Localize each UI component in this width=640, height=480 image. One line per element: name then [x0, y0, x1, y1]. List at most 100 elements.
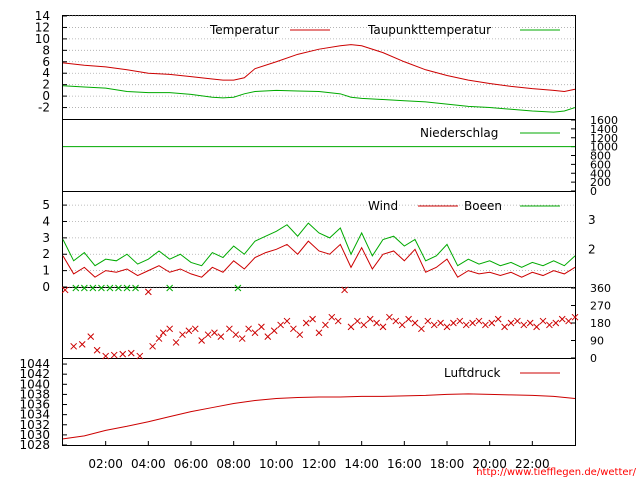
wind-direction-marker — [341, 286, 348, 294]
wind-direction-marker — [110, 351, 118, 359]
temperature-legend-label: Temperatur — [209, 23, 279, 37]
time-tick-label: 14:00 — [344, 457, 379, 471]
precipitation-ytick-label: 600 — [590, 158, 611, 171]
precipitation-ytick-label: 1200 — [590, 132, 618, 145]
wind-direction-marker — [462, 321, 470, 329]
wind-direction-marker — [443, 323, 451, 331]
wind-direction-ytick-label: 90 — [590, 335, 604, 348]
precipitation-panel-frame — [62, 119, 576, 192]
precipitation-ytick-label: 800 — [590, 150, 611, 163]
wind-direction-marker — [354, 317, 361, 325]
wind-direction-marker — [360, 321, 368, 329]
wind-right-tick-label: 3 — [588, 213, 596, 227]
wind-direction-marker — [507, 319, 515, 327]
temperature-line-taupunkttemperatur — [62, 85, 576, 113]
wind-ytick-label: 5 — [42, 198, 50, 212]
wind-direction-marker — [482, 321, 489, 329]
wind-direction-marker — [87, 333, 95, 340]
wind-legend-label: Boeen — [464, 199, 502, 213]
wind-direction-marker — [166, 325, 174, 333]
wind-direction-marker — [296, 331, 304, 339]
wind-legend-label: Wind — [368, 199, 398, 213]
wind-direction-marker — [552, 319, 560, 327]
wind-direction-marker — [251, 329, 259, 337]
wind-direction-marker — [558, 315, 566, 323]
wind-direction-marker — [533, 323, 540, 331]
wind-direction-marker — [98, 284, 105, 292]
wind-direction-marker — [514, 317, 521, 325]
wind-direction-marker — [89, 284, 97, 292]
legend-layer: Temperatur Taupunkttemperatur Niederschlag… — [209, 23, 560, 380]
wind-direction-marker — [179, 331, 186, 339]
pressure-panel-frame — [62, 358, 576, 446]
pressure-ytick-label: 1030 — [19, 428, 50, 442]
precipitation-legend-label: Niederschlag — [420, 126, 498, 140]
wind-direction-marker — [264, 333, 272, 340]
wind-ytick-label: 0 — [42, 280, 50, 294]
wind-direction-marker — [424, 317, 432, 325]
pressure-ytick-label: 1034 — [19, 408, 50, 422]
wind-direction-marker — [328, 313, 336, 321]
wind-direction-marker — [283, 317, 291, 325]
wind-direction-marker — [166, 284, 174, 292]
time-tick-label: 06:00 — [174, 457, 209, 471]
wind-direction-marker — [437, 319, 444, 327]
wind-direction-marker — [450, 319, 457, 327]
wind-direction-marker — [347, 323, 355, 331]
wind-direction-marker — [475, 317, 483, 325]
wind-direction-marker — [405, 315, 412, 323]
wind-direction-series-0 — [61, 286, 579, 360]
wind-line-wind — [62, 240, 576, 278]
wind-direction-ytick-label: 0 — [590, 352, 597, 365]
precipitation-ytick-label: 400 — [590, 167, 611, 180]
wind-right-tick-label: 2 — [588, 242, 596, 256]
wind-direction-marker — [232, 331, 240, 339]
wind-direction-marker — [106, 284, 114, 292]
wind-direction-marker — [72, 284, 80, 292]
pressure-ytick-label: 1042 — [19, 367, 50, 381]
temperature-ytick-label: 10 — [35, 32, 50, 46]
temperature-ytick-label: 0 — [42, 89, 50, 103]
pressure-ytick-label: 1044 — [19, 357, 50, 371]
wind-direction-marker — [501, 323, 508, 331]
wind-direction-marker — [234, 284, 242, 292]
wind-direction-marker — [80, 284, 88, 292]
wind-direction-ytick-label: 270 — [590, 300, 611, 313]
wind-direction-marker — [191, 325, 199, 333]
time-tick-label: 08:00 — [216, 457, 251, 471]
wind-direction-marker — [127, 349, 135, 357]
time-tick-label: 12:00 — [302, 457, 337, 471]
wind-direction-marker — [309, 315, 316, 323]
wind-direction-marker — [290, 325, 297, 333]
wind-direction-marker — [217, 333, 225, 340]
axis-layer: 14121086420-2160014001200100080060040020… — [19, 9, 618, 471]
wind-direction-panel-frame — [62, 287, 576, 359]
series-layer — [61, 44, 579, 440]
temperature-line-temperatur — [62, 44, 576, 93]
precipitation-ytick-label: 1400 — [590, 123, 618, 136]
wind-direction-marker — [204, 331, 212, 339]
temperature-ytick-label: 2 — [42, 78, 50, 92]
wind-direction-marker — [270, 327, 278, 335]
pressure-ytick-label: 1040 — [19, 377, 50, 391]
wind-direction-marker — [526, 319, 534, 327]
wind-direction-marker — [93, 346, 101, 354]
wind-direction-marker — [123, 284, 131, 292]
wind-direction-marker — [226, 325, 233, 333]
wind-direction-ytick-label: 180 — [590, 317, 611, 330]
grid-layer — [63, 15, 575, 288]
wind-direction-marker — [258, 323, 265, 331]
wind-direction-marker — [315, 329, 323, 337]
wind-direction-marker — [418, 325, 425, 333]
temperature-ytick-label: 12 — [35, 20, 50, 34]
pressure-legend-label: Luftdruck — [444, 366, 501, 380]
wind-direction-marker — [366, 315, 374, 323]
wind-direction-marker — [379, 323, 387, 331]
wind-direction-marker — [302, 319, 310, 327]
temperature-ytick-label: 8 — [42, 43, 50, 57]
wind-direction-marker — [571, 313, 579, 321]
wind-direction-marker — [119, 350, 127, 358]
credit-link[interactable]: http://www.tiefflegen.de/wetter/ — [476, 467, 636, 478]
wind-direction-marker — [494, 315, 502, 323]
wind-direction-marker — [373, 319, 380, 327]
